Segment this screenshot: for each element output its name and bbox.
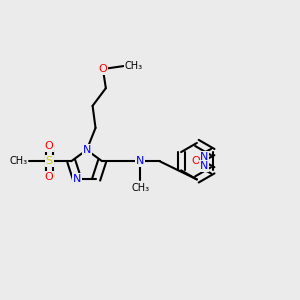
Text: O: O (191, 156, 200, 166)
Text: O: O (45, 141, 54, 151)
Text: O: O (45, 172, 54, 182)
Text: N: N (200, 161, 208, 171)
Text: N: N (82, 145, 91, 155)
Text: CH₃: CH₃ (125, 61, 143, 71)
Text: S: S (46, 156, 53, 166)
Text: CH₃: CH₃ (9, 156, 27, 166)
Text: O: O (98, 64, 107, 74)
Text: N: N (73, 174, 81, 184)
Text: CH₃: CH₃ (131, 183, 149, 193)
Text: N: N (200, 152, 208, 162)
Text: N: N (136, 156, 145, 166)
